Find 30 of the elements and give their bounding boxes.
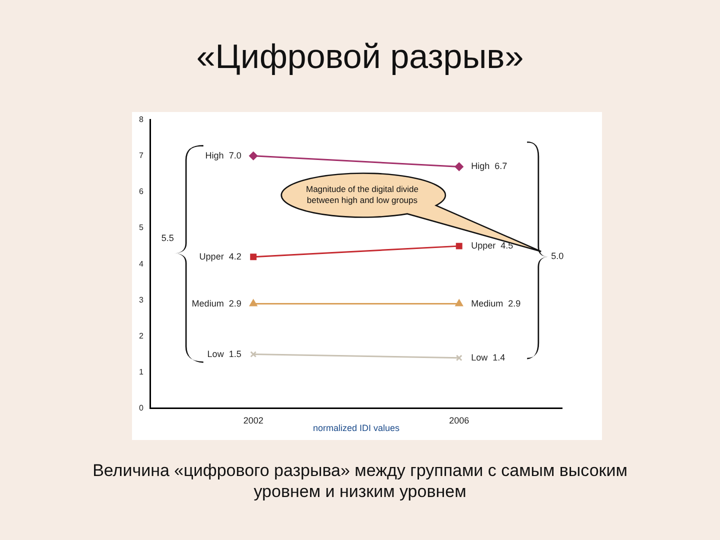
y-tick-label: 7 [138,151,144,160]
text: High 6.7 [471,161,508,172]
y-tick-label: 8 [138,115,144,124]
text: Величина «цифрового разрыва» между группами с самым высоким уровнем и низким уровнем [92,460,628,502]
y-tick-label: 0 [138,404,144,413]
text: Low 1.4 [471,352,506,362]
y-tick-label: 3 [138,295,144,304]
point [250,254,257,260]
text: Upper 4.2 [199,251,242,262]
text: Medium 2.9 [192,298,242,308]
annotation: 5.0 [551,250,564,261]
point [456,354,462,362]
y-tick-label: 2 [138,331,144,340]
text: Low 1.5 [207,348,242,359]
y-tick-label: 1 [138,368,144,377]
chart-title: «Цифровой разрыв» [195,38,525,77]
y-tick-label: 6 [138,187,144,196]
text: Medium 2.9 [471,298,521,308]
point [250,351,257,358]
point [454,162,464,171]
y-tick-label: 5 [138,223,144,232]
text: High 7.0 [205,150,242,160]
annotation: 5.5 [161,233,174,244]
x-axis-title: normalized IDI values [312,423,400,434]
x-tick-label: 2002 [243,415,264,426]
point [456,242,462,250]
x-tick-label: 2006 [449,415,470,426]
y-tick-label: 4 [138,259,144,268]
point [249,152,258,160]
annotation: Magnitude of the digital divide between high and low groups [304,184,420,206]
